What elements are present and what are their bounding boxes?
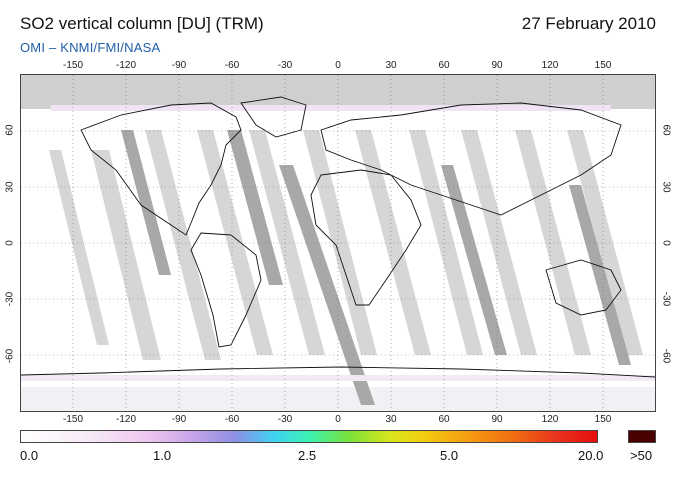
latitude-ticks-right: 60 30 0 -30 -60 (658, 74, 674, 412)
lon-tick: -90 (171, 414, 187, 425)
colorbar-overflow-label: >50 (630, 448, 653, 463)
lat-tick: 30 (4, 181, 16, 193)
lon-tick: -150 (62, 414, 84, 425)
lon-tick: -30 (277, 60, 293, 71)
colorbar-label: 1.0 (153, 448, 172, 463)
lat-tick: 60 (4, 124, 16, 136)
latitude-ticks-left: 60 30 0 -30 -60 (2, 74, 18, 412)
lat-tick: 0 (660, 240, 672, 246)
coastlines (21, 96, 655, 378)
lon-tick: -90 (171, 60, 187, 71)
africa-outline (310, 169, 422, 306)
colorbar-labels: 0.0 1.0 2.5 5.0 20.0 >50 (20, 448, 660, 464)
lon-tick: -120 (115, 414, 137, 425)
colorbar-label: 0.0 (20, 448, 39, 463)
lon-tick: 0 (335, 414, 341, 425)
colorbar-label: 2.5 (298, 448, 317, 463)
credit-line: OMI – KNMI/FMI/NASA (20, 40, 161, 55)
south-america-outline (190, 232, 262, 348)
lon-tick: 120 (541, 414, 559, 425)
greenland-outline (240, 96, 307, 138)
map-date: 27 February 2010 (521, 14, 656, 33)
lon-tick: 60 (438, 414, 450, 425)
retrieval-noise (21, 105, 655, 381)
australia-outline (545, 259, 622, 316)
lat-tick: -60 (4, 348, 16, 364)
eurasia-outline (320, 102, 622, 216)
lon-tick: 30 (385, 60, 397, 71)
longitude-ticks-top: -150 -120 -90 -60 -30 0 30 60 90 120 150 (20, 60, 656, 74)
lon-tick: 120 (541, 60, 559, 71)
colorbar-label: 20.0 (578, 448, 604, 463)
graticule (21, 75, 655, 411)
antarctica-outline (21, 366, 655, 378)
colorbar (20, 430, 598, 443)
lon-tick: 0 (335, 60, 341, 71)
lon-tick: -150 (62, 60, 84, 71)
lat-tick: -30 (4, 291, 16, 307)
lat-tick: -60 (660, 348, 672, 364)
north-america-outline (80, 102, 242, 236)
lat-tick: 30 (660, 181, 672, 193)
lat-tick: 60 (660, 124, 672, 136)
colorbar-overflow-swatch (628, 430, 656, 443)
lon-tick: 90 (491, 414, 503, 425)
lon-tick: -60 (224, 414, 240, 425)
lon-tick: -120 (115, 60, 137, 71)
lon-tick: 30 (385, 414, 397, 425)
dark-orbit-strips (121, 130, 631, 405)
lon-tick: -60 (224, 60, 240, 71)
lon-tick: 60 (438, 60, 450, 71)
longitude-ticks-bottom: -150 -120 -90 -60 -30 0 30 60 90 120 150 (20, 414, 656, 428)
lat-tick: -30 (660, 291, 672, 307)
lon-tick: 90 (491, 60, 503, 71)
lon-tick: 150 (594, 60, 612, 71)
map-canvas (21, 75, 655, 411)
lat-tick: 0 (4, 240, 16, 246)
colorbar-label: 5.0 (440, 448, 459, 463)
lon-tick: -30 (277, 414, 293, 425)
so2-world-map (20, 74, 656, 412)
lon-tick: 150 (594, 414, 612, 425)
map-title: SO2 vertical column [DU] (TRM) (20, 14, 264, 33)
